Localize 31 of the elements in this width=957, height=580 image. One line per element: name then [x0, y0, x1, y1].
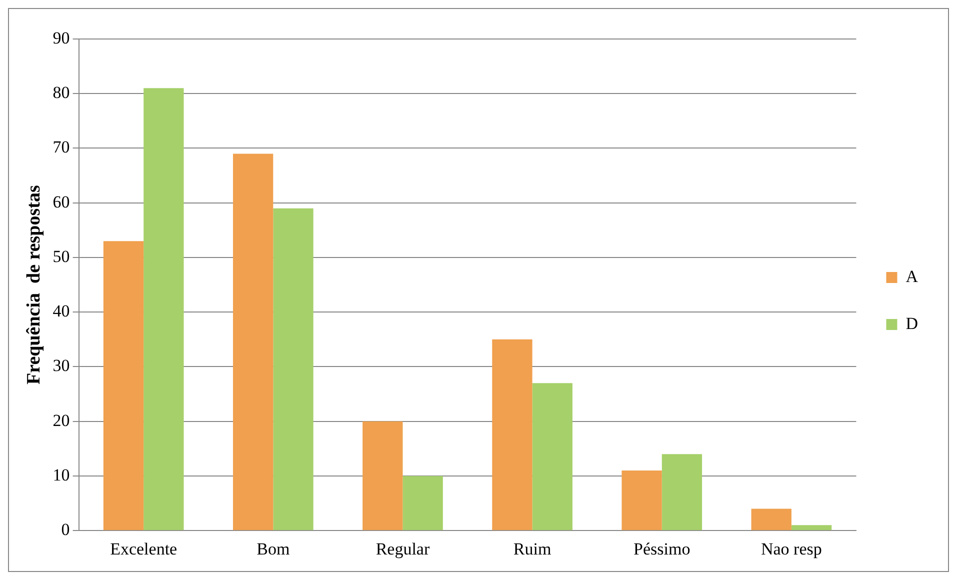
y-tick-label: 0	[61, 520, 70, 540]
bar	[492, 339, 532, 530]
bar	[273, 208, 314, 530]
x-tick-label: Nao resp	[760, 539, 822, 558]
y-tick-label: 10	[52, 465, 70, 484]
y-tick-label: 80	[52, 83, 70, 102]
bar	[362, 421, 403, 530]
bar	[751, 508, 792, 530]
y-tick-label: 60	[52, 192, 70, 212]
x-tick-label: Bom	[256, 539, 290, 558]
bar	[232, 154, 274, 530]
bar	[791, 525, 832, 530]
x-tick-label: Péssimo	[634, 539, 690, 558]
bar	[662, 454, 702, 530]
y-tick-label: 30	[52, 356, 70, 376]
x-tick-label: Excelente	[110, 539, 178, 558]
y-axis-title: Frequência de respostas	[23, 185, 44, 384]
bar	[103, 241, 144, 530]
y-tick-label: 50	[52, 246, 70, 266]
bar	[532, 383, 572, 530]
y-tick-label: 70	[52, 138, 70, 157]
y-tick-label: 20	[52, 410, 70, 430]
bar	[622, 470, 662, 530]
legend-label: A	[906, 266, 919, 286]
x-tick-label: Ruim	[513, 539, 552, 558]
bar	[402, 476, 443, 530]
bar	[144, 88, 184, 530]
x-tick-label: Regular	[376, 539, 430, 558]
y-tick-label: 90	[52, 28, 70, 48]
legend-label: D	[906, 314, 918, 333]
y-tick-label: 40	[52, 302, 70, 321]
